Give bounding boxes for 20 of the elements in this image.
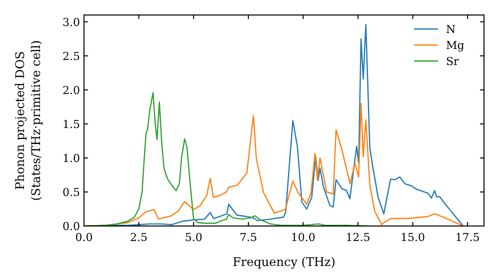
x-tick-label: 10.0 [290, 231, 316, 244]
x-tick-label: 17.5 [455, 231, 480, 244]
x-tick-label: 2.5 [130, 231, 148, 244]
x-tick-label: 5.0 [184, 231, 202, 244]
legend-label: Sr [446, 55, 460, 68]
legend-label: N [446, 23, 456, 36]
y-tick-label: 3.0 [62, 16, 80, 29]
y-tick-label: 0.5 [62, 186, 80, 199]
x-tick-label: 15.0 [400, 231, 426, 244]
x-tick-label: 12.5 [346, 231, 370, 244]
y-tick-label: 2.0 [62, 84, 80, 97]
x-axis-title: Frequency (THz) [232, 255, 336, 269]
y-axis-title: Phonon projected DOS (States/THz·primitive cell) [13, 40, 43, 201]
legend-label: Mg [446, 39, 464, 52]
y-tick-label: 1.0 [62, 152, 80, 165]
y-tick-label: 1.5 [62, 118, 80, 131]
y-tick-label: 0.0 [62, 220, 80, 233]
y-tick-label: 2.5 [62, 50, 80, 63]
x-tick-label: 0.0 [75, 231, 93, 244]
x-tick-label: 7.5 [240, 231, 258, 244]
